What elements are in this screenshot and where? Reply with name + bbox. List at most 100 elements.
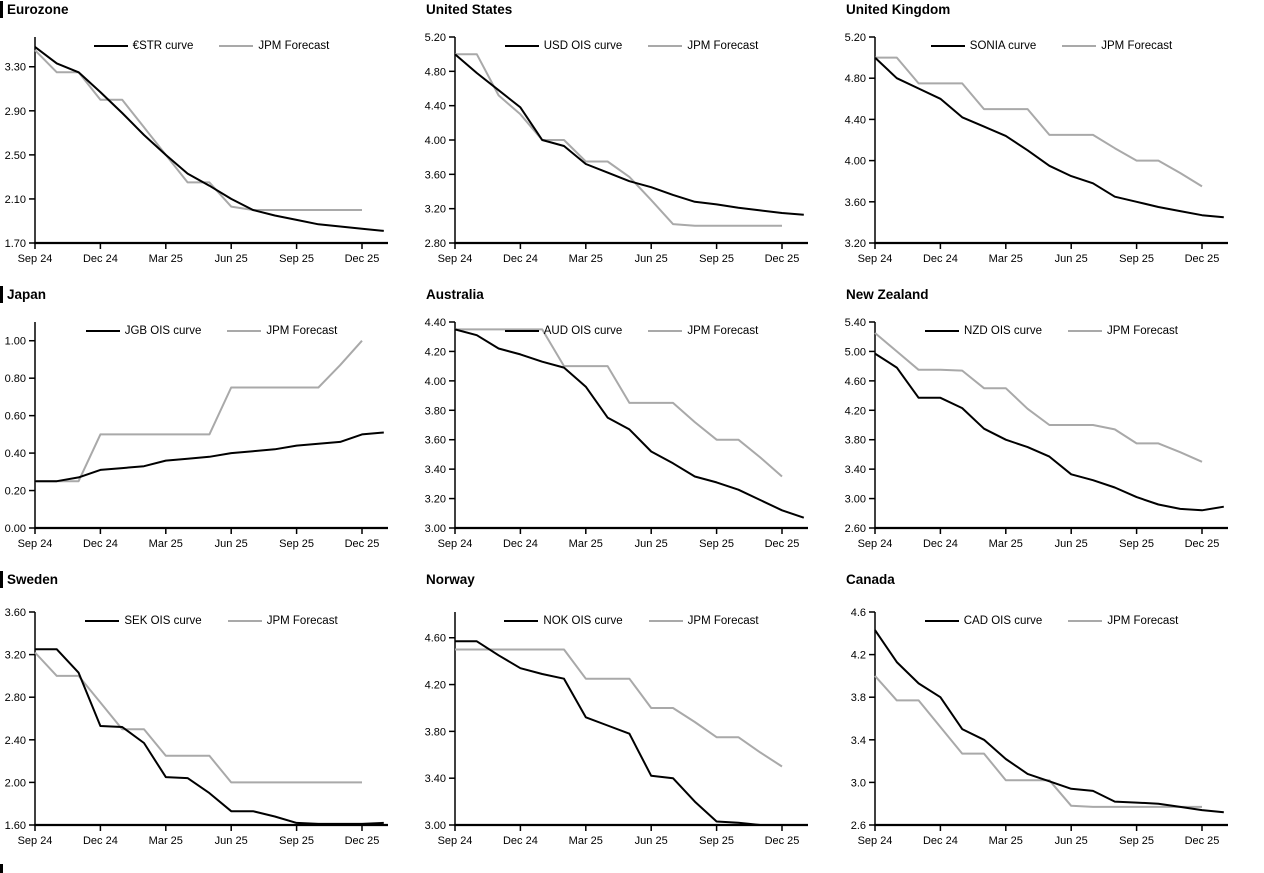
y-tick-label: 4.60 <box>845 376 866 388</box>
legend-line-forecast <box>1068 329 1103 333</box>
x-tick-label: Sep 24 <box>438 253 473 265</box>
y-tick-label: 3.20 <box>425 204 446 216</box>
legend-label: €STR curve <box>132 40 194 52</box>
legend-line-ois <box>925 329 960 333</box>
y-tick-label: 4.40 <box>425 101 446 113</box>
x-tick-label: Jun 25 <box>215 253 248 265</box>
y-tick-label: 3.80 <box>425 726 446 738</box>
x-tick-label: Mar 25 <box>569 835 603 847</box>
legend-item: JPM Forecast <box>219 40 329 52</box>
y-tick-label: 4.20 <box>845 405 866 417</box>
y-tick-label: 0.40 <box>5 448 26 460</box>
chart-title: Norway <box>426 572 475 587</box>
ois-curve-line <box>454 53 804 216</box>
chart-title: New Zealand <box>846 287 929 302</box>
legend-item: NOK OIS curve <box>504 615 623 627</box>
legend-label: JPM Forecast <box>266 615 338 627</box>
chart-canvas: 0.00 0.20 0.40 0.60 0.80 1.00 Sep 24 Dec 24 Mar … <box>5 322 388 550</box>
legend-line-forecast <box>1068 619 1103 623</box>
legend-line-forecast <box>219 44 254 48</box>
x-tick-label: Sep 25 <box>279 835 314 847</box>
legend-item: JPM Forecast <box>648 615 759 627</box>
legend-line-ois <box>93 44 128 48</box>
y-tick-label: 2.90 <box>5 106 26 118</box>
x-tick-label: Dec 24 <box>503 835 538 847</box>
forecast-line <box>874 675 1202 808</box>
chart-new-zealand: New Zealand 2.60 3.00 3.40 3.80 4.20 4.60 5.00 5… <box>840 285 1264 570</box>
x-tick-label: Mar 25 <box>569 538 603 550</box>
legend-line-forecast <box>648 329 683 333</box>
x-tick-label: Dec 24 <box>503 538 538 550</box>
legend-label: AUD OIS curve <box>543 325 623 337</box>
legend-label: JPM Forecast <box>1107 325 1178 337</box>
x-tick-label: Sep 24 <box>858 253 893 265</box>
y-tick-label: 4.80 <box>845 73 866 85</box>
section-marker-partial <box>0 864 3 873</box>
y-tick-label: 3.8 <box>851 692 866 704</box>
x-tick-label: Dec 24 <box>923 253 958 265</box>
x-tick-label: Mar 25 <box>989 253 1023 265</box>
y-tick-label: 4.2 <box>851 650 866 662</box>
y-tick-label: 5.40 <box>845 317 866 329</box>
x-tick-label: Jun 25 <box>1055 253 1088 265</box>
y-tick-label: 4.80 <box>425 66 446 78</box>
legend-line-ois <box>504 329 539 333</box>
x-tick-label: Jun 25 <box>635 538 668 550</box>
ois-curve-line <box>874 629 1224 814</box>
x-tick-label: Jun 25 <box>215 835 248 847</box>
legend-label: USD OIS curve <box>543 40 623 52</box>
legend-line-ois <box>85 329 120 333</box>
y-tick-label: 2.6 <box>851 820 866 832</box>
legend-line-forecast <box>1062 44 1097 48</box>
legend-item: JPM Forecast <box>227 325 337 337</box>
x-tick-label: Mar 25 <box>149 835 183 847</box>
x-tick-label: Dec 25 <box>1185 538 1220 550</box>
y-tick-label: 3.00 <box>425 820 446 832</box>
x-tick-label: Jun 25 <box>215 538 248 550</box>
y-tick-label: 3.40 <box>425 773 446 785</box>
chart-australia: Australia 3.00 3.20 3.40 3.60 3.80 4.00 4.20 4.4… <box>420 285 840 570</box>
legend-line-ois <box>504 44 539 48</box>
ois-curve-line <box>874 56 1224 219</box>
legend-line-ois <box>930 44 965 48</box>
y-tick-label: 0.60 <box>5 411 26 423</box>
chart-title: Canada <box>846 572 895 587</box>
chart-united-states: United States 2.80 3.20 3.60 4.00 4.40 4.80 5.2… <box>420 0 840 285</box>
legend: NZD OIS curve JPM Forecast <box>875 323 1228 339</box>
legend: CAD OIS curve JPM Forecast <box>875 613 1228 629</box>
y-tick-label: 4.00 <box>845 156 866 168</box>
x-tick-label: Dec 25 <box>345 538 380 550</box>
legend-line-forecast <box>648 619 683 623</box>
y-tick-label: 2.00 <box>5 777 26 789</box>
chart-canada: Canada 2.6 3.0 3.4 3.8 4.2 4.6 Sep 24 Dec 24 Mar … <box>840 570 1264 873</box>
chart-title: United States <box>426 2 513 17</box>
x-tick-label: Dec 24 <box>83 538 118 550</box>
chart-title: Eurozone <box>0 1 69 18</box>
legend-label: SONIA curve <box>969 40 1037 52</box>
x-tick-label: Mar 25 <box>149 538 183 550</box>
legend-label: SEK OIS curve <box>124 615 202 627</box>
y-tick-label: 0.80 <box>5 373 26 385</box>
ois-curve-line <box>35 431 384 483</box>
y-tick-label: 1.60 <box>5 820 26 832</box>
y-tick-label: 4.6 <box>851 607 866 619</box>
y-tick-label: 4.00 <box>425 376 446 388</box>
legend: USD OIS curve JPM Forecast <box>455 38 808 54</box>
y-tick-label: 3.20 <box>845 238 866 250</box>
legend-label: JPM Forecast <box>1101 40 1173 52</box>
forecast-line <box>874 332 1203 463</box>
legend-item: SEK OIS curve <box>85 615 202 627</box>
forecast-line <box>875 56 1203 188</box>
legend-item: JPM Forecast <box>1062 40 1172 52</box>
y-tick-label: 2.60 <box>845 523 866 535</box>
legend-item: NZD OIS curve <box>925 325 1042 337</box>
chart-united-kingdom: United Kingdom 3.20 3.60 4.00 4.40 4.80 5.20 Se… <box>840 0 1264 285</box>
legend-label: JPM Forecast <box>687 40 759 52</box>
x-tick-label: Jun 25 <box>1055 538 1088 550</box>
x-tick-label: Sep 24 <box>858 835 893 847</box>
y-tick-label: 4.40 <box>845 114 866 126</box>
forecast-line <box>35 340 363 483</box>
y-tick-label: 0.00 <box>5 523 26 535</box>
y-tick-label: 2.10 <box>5 194 26 206</box>
